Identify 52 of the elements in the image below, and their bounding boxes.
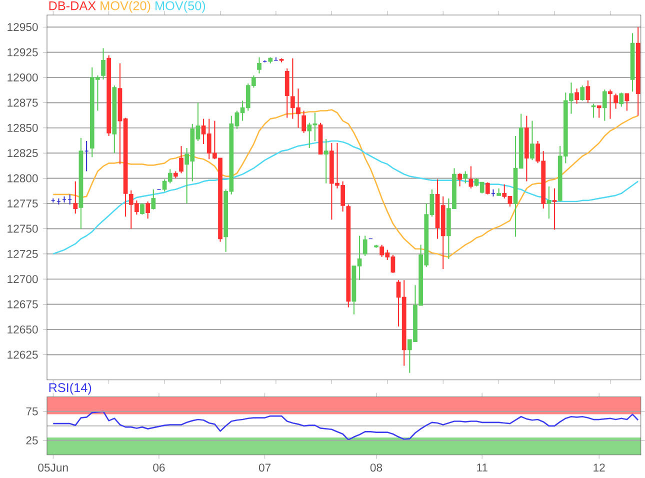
candlestick: [624, 93, 630, 112]
candlestick: [458, 172, 462, 187]
candlestick: [146, 200, 150, 220]
text: MOV(50): [156, 0, 206, 13]
candlestick: [302, 110, 306, 134]
candlestick: [463, 170, 468, 184]
candlestick: [614, 93, 618, 110]
candlestick: [468, 166, 474, 189]
x-tick-label: 07: [258, 464, 271, 472]
candlestick: [608, 89, 612, 120]
x-tick-label: 05Jun: [38, 464, 68, 472]
chart-title: RSI(14): [49, 382, 92, 395]
x-tick-label: 08: [370, 464, 382, 472]
candlestick: [179, 146, 184, 174]
y-tick-label: 12750: [8, 224, 38, 233]
candlestick: [602, 89, 607, 122]
candlestick: [586, 80, 590, 104]
candlestick: [552, 188, 557, 230]
candlestick: [324, 138, 328, 184]
candlestick: [546, 186, 552, 220]
y-tick-label: 12675: [8, 300, 38, 308]
candlestick: [485, 182, 490, 196]
y-tick-label: 12725: [8, 250, 38, 258]
candlestick: [151, 188, 156, 210]
text: MOV(20): [100, 0, 150, 13]
candlestick: [257, 56, 262, 74]
y-tick-label: 12625: [8, 350, 38, 359]
y-tick-label: 12900: [8, 74, 38, 82]
y-tick-label: 12650: [8, 326, 38, 334]
x-tick-label: 12: [594, 464, 605, 472]
candlestick: [596, 105, 602, 118]
y-tick-label: 12825: [8, 149, 38, 158]
y-tick-label: 12875: [8, 98, 38, 107]
candlestick: [362, 235, 368, 256]
x-tick-label: 06: [153, 464, 165, 472]
candlestick: [73, 180, 78, 214]
y-tick-label: 12775: [8, 200, 38, 208]
candlestick: [140, 203, 144, 216]
x-tick-label: 11: [477, 464, 488, 472]
y-tick-label: 12800: [8, 174, 38, 182]
candlestick: [580, 85, 585, 102]
candlestick: [619, 92, 624, 108]
y-tick-label: 12925: [8, 48, 38, 56]
y-tick-label: 75: [26, 407, 38, 416]
y-tick-label: 25: [26, 436, 38, 444]
text: DB-DAX: [49, 1, 96, 10]
candlestick: [530, 120, 534, 161]
y-tick-label: 12700: [8, 275, 38, 284]
candlestick: [101, 48, 106, 80]
candlestick: [574, 88, 579, 104]
y-tick-label: 12850: [8, 124, 38, 132]
y-tick-label: 12950: [8, 23, 38, 32]
